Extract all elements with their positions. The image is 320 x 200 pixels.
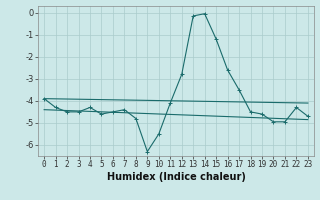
X-axis label: Humidex (Indice chaleur): Humidex (Indice chaleur) <box>107 172 245 182</box>
